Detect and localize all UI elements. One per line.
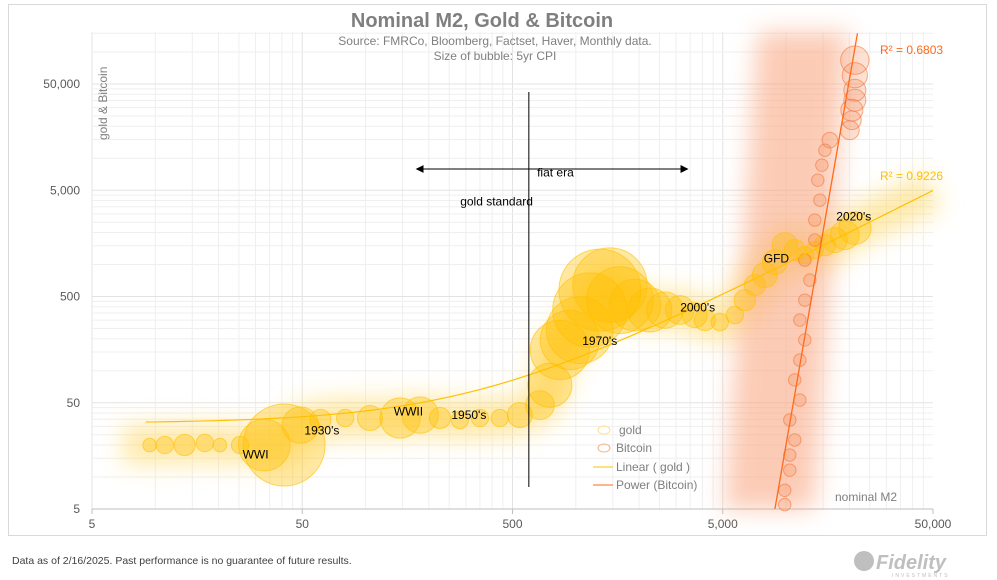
bitcoin-bubble bbox=[793, 313, 807, 327]
chart-subtitle-2: Size of bubble: 5yr CPI bbox=[434, 49, 557, 63]
gold-bubble bbox=[155, 435, 175, 455]
gold-bubble bbox=[195, 433, 215, 453]
y-tick-label: 5 bbox=[73, 502, 80, 516]
gold-bubble bbox=[490, 408, 509, 428]
annotation-label: WWII bbox=[394, 404, 423, 418]
gold-bubble bbox=[725, 305, 745, 325]
gold-bubble bbox=[608, 278, 662, 332]
legend-bitcoin: Bitcoin bbox=[616, 441, 652, 455]
gold-bubble bbox=[552, 272, 628, 348]
svg-text:INVESTMENTS: INVESTMENTS bbox=[892, 573, 950, 578]
legend-linear: Linear ( gold ) bbox=[616, 460, 690, 474]
annotation-label: 1950's bbox=[451, 408, 486, 422]
bitcoin-bubble bbox=[843, 88, 867, 112]
overlay: R² = 0.9226 R² = 0.6803 WWI 1930's WWII 1950'… bbox=[145, 33, 943, 510]
gold-bubble bbox=[710, 312, 730, 332]
annotation-label: 2020's bbox=[836, 209, 871, 223]
bitcoin-bubble bbox=[788, 373, 802, 387]
bitcoin-bubble bbox=[798, 293, 812, 307]
bitcoin-power-trendline bbox=[774, 33, 859, 510]
annotation-label: WWI bbox=[243, 447, 269, 461]
gold-bubble bbox=[428, 406, 452, 430]
gold-bubble bbox=[783, 238, 806, 262]
gold-bubble bbox=[242, 403, 326, 487]
legend: gold Bitcoin Linear ( gold ) Power (Bitc… bbox=[593, 423, 697, 492]
bitcoin-bubble bbox=[821, 131, 839, 149]
gold-bubble bbox=[838, 211, 872, 245]
gold-bubble bbox=[173, 433, 196, 457]
gold-bubble bbox=[450, 410, 470, 430]
bitcoin-bubble bbox=[788, 433, 802, 447]
x-tick-label: 50,000 bbox=[915, 517, 952, 531]
annotation-label: gold standard bbox=[460, 194, 533, 208]
bitcoin-bubble bbox=[778, 483, 792, 497]
y-tick-label: 50,000 bbox=[43, 77, 80, 91]
annotation-label: 1930's bbox=[304, 424, 339, 438]
bitcoin-bubble bbox=[815, 158, 829, 172]
gold-bubble bbox=[401, 396, 439, 434]
chart: 5 50 500 5,000 50,000 5 50 500 5,000 50,000 R² = … bbox=[43, 10, 952, 531]
gold-bubble bbox=[771, 232, 798, 259]
legend-power: Power (Bitcoin) bbox=[616, 478, 697, 492]
bitcoin-bubble bbox=[813, 193, 827, 207]
footer-disclaimer: Data as of 2/16/2025. Past performance i… bbox=[12, 555, 352, 567]
x-tick-label: 5,000 bbox=[708, 517, 738, 531]
bitcoin-r2-label: R² = 0.6803 bbox=[880, 43, 943, 57]
annotation-label: 2000's bbox=[680, 301, 715, 315]
x-axis-label: nominal M2 bbox=[835, 490, 897, 504]
bitcoin-bubble bbox=[808, 233, 822, 247]
gold-bubble bbox=[470, 408, 490, 428]
fidelity-logo: Fidelity INVESTMENTS bbox=[854, 551, 950, 578]
gold-bubble bbox=[693, 308, 716, 332]
legend-bitcoin-marker bbox=[597, 443, 611, 453]
marks bbox=[142, 45, 872, 512]
bitcoin-bubble bbox=[811, 173, 825, 187]
gold-bubble bbox=[751, 262, 778, 289]
chart-title: Nominal M2, Gold & Bitcoin bbox=[351, 10, 613, 32]
y-tick-label: 500 bbox=[60, 290, 80, 304]
annotation-label: GFD bbox=[764, 251, 790, 265]
gold-bubble bbox=[627, 287, 673, 333]
gold-bubble bbox=[356, 405, 383, 432]
bitcoin-bubble bbox=[843, 78, 867, 102]
gold-bubble bbox=[527, 362, 573, 408]
glow bbox=[122, 32, 942, 509]
gold-bubble bbox=[529, 319, 590, 381]
gold-bubble bbox=[585, 266, 654, 335]
gold-bubble bbox=[681, 302, 708, 329]
x-tick-label: 5 bbox=[89, 517, 96, 531]
annotation-label: fiat era bbox=[537, 166, 574, 180]
chart-subtitle-1: Source: FMRCo, Bloomberg, Factset, Haver… bbox=[338, 34, 651, 48]
y-tick-label: 5,000 bbox=[50, 183, 80, 197]
bitcoin-bubble bbox=[793, 393, 807, 407]
annotation-label: 1970's bbox=[582, 334, 617, 348]
x-tick-label: 500 bbox=[502, 517, 522, 531]
gold-bubble bbox=[142, 437, 157, 453]
bitcoin-glow bbox=[724, 32, 848, 509]
legend-gold: gold bbox=[619, 423, 642, 437]
y-axis-label: gold & Bitcoin bbox=[96, 67, 110, 140]
gold-bubble bbox=[212, 437, 228, 453]
bitcoin-bubble bbox=[808, 213, 822, 227]
bitcoin-bubble bbox=[818, 143, 832, 157]
gold-bubble bbox=[743, 274, 766, 297]
gold-linear-trendline bbox=[145, 189, 934, 423]
bitcoin-bubble bbox=[778, 497, 792, 512]
bitcoin-bubble bbox=[803, 273, 817, 287]
gold-bubble bbox=[761, 249, 788, 276]
gold-bubble bbox=[795, 245, 814, 265]
y-tick-label: 50 bbox=[67, 396, 81, 410]
svg-text:Fidelity: Fidelity bbox=[876, 552, 947, 574]
legend-gold-marker bbox=[597, 425, 611, 435]
x-tick-label: 50 bbox=[296, 517, 310, 531]
chart-frame bbox=[8, 4, 987, 536]
bitcoin-bubble bbox=[840, 98, 864, 122]
bitcoin-bubble bbox=[783, 463, 797, 477]
gold-r2-label: R² = 0.9226 bbox=[880, 169, 943, 183]
